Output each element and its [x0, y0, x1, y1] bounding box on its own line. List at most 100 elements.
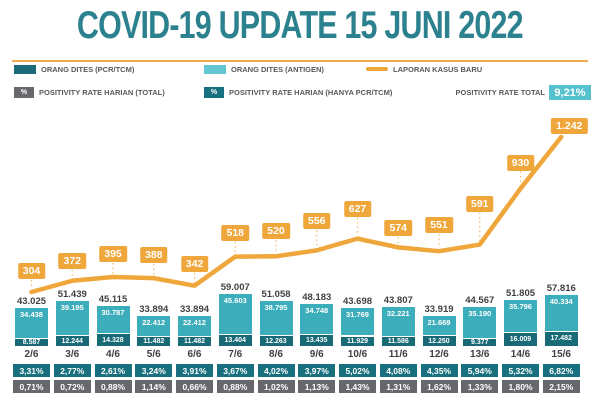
date-label: 3/6 [65, 349, 80, 360]
date-label: 12/6 [429, 349, 449, 360]
bar-total-label: 51.058 [261, 289, 291, 301]
positivity-pcr-badge: 2,61% [94, 364, 132, 377]
legend-label-pcr: ORANG DITES (PCR/TCM) [41, 64, 135, 74]
bar-segment-pcr: 11.929 [341, 335, 374, 346]
bar-segment-pcr: 13.404 [218, 334, 252, 346]
positivity-total-badge: 1,80% [502, 380, 539, 393]
bar-segment-antigen: 34.748 [300, 303, 334, 335]
positivity-total-badge: 1,14% [135, 380, 173, 393]
page-title-text: COVID-19 UPDATE 15 JUNI 2022 [77, 4, 524, 47]
positivity-total-badge: 0,71% [13, 380, 50, 393]
bar-segment-pcr: 11.586 [381, 335, 415, 346]
bar-total-label: 33.894 [179, 304, 210, 316]
title-divider [12, 60, 588, 62]
legend-item-pct-pcr: % POSITIVITY RATE HARIAN (HANYA PCR/TCM) [204, 86, 392, 98]
cases-trend-line [29, 134, 564, 295]
bar-segment-antigen: 40.334 [544, 295, 578, 331]
positivity-total-badge: 0,88% [94, 380, 132, 393]
positivity-pcr-badge: 5,02% [339, 364, 376, 377]
bar-segment-antigen: 32.221 [381, 307, 415, 336]
bar-total-label: 45.115 [98, 294, 128, 306]
case-count-label: 627 [343, 200, 372, 217]
positivity-pcr-badge: 3,67% [216, 364, 254, 377]
positivity-pcr-badge: 6,82% [542, 364, 580, 377]
date-label: 8/6 [269, 349, 283, 360]
case-count-label: 556 [302, 213, 331, 230]
positivity-pcr-badge: 3,97% [298, 364, 336, 377]
positivity-total-badge: 0,88% [216, 380, 254, 393]
bar-segment-pcr: 12.250 [422, 335, 456, 346]
date-label: 9/6 [309, 349, 324, 360]
bar-segment-pcr: 9.377 [463, 337, 497, 346]
date-label: 15/6 [551, 349, 571, 360]
bar-segment-pcr: 17.482 [544, 330, 578, 346]
bar-total-label: 57.816 [546, 283, 576, 295]
positivity-pcr-badge: 5,94% [461, 364, 499, 377]
bar-segment-pcr: 16.009 [504, 331, 537, 346]
bar-segment-antigen: 22.412 [178, 316, 211, 336]
percent-gray-icon: % [14, 86, 34, 98]
case-count-label: 342 [180, 255, 209, 272]
bar-segment-pcr: 11.482 [137, 335, 171, 346]
bar-segment-antigen: 35.190 [463, 306, 497, 338]
bar-segment-antigen: 21.669 [422, 316, 456, 336]
bar-segment-pcr: 11.482 [178, 335, 211, 346]
percent-teal-icon: % [204, 86, 224, 98]
positivity-total-badge: 1,62% [420, 380, 458, 393]
bar-total-label: 43.025 [16, 296, 47, 308]
positivity-total-badge: 1,02% [257, 380, 295, 393]
positivity-total-badge: 1,13% [298, 380, 336, 393]
case-count-label: 574 [384, 220, 413, 237]
bar-total-label: 59.007 [220, 282, 250, 294]
bar-segment-pcr: 13.435 [300, 334, 334, 346]
case-count-label: 520 [262, 223, 290, 240]
bar-segment-antigen: 34.438 [15, 308, 48, 339]
legend-label-pct-total: POSITIVITY RATE HARIAN (TOTAL) [39, 87, 165, 97]
bar-segment-antigen: 35.796 [504, 300, 537, 332]
date-label: 6/6 [187, 349, 202, 360]
positivity-rate-total-value: 9,21% [549, 85, 591, 100]
bar-total-label: 33.894 [139, 304, 169, 316]
positivity-total-badge: 1,33% [461, 380, 499, 393]
positivity-total-badge: 1,31% [379, 380, 417, 393]
pcr-swatch-icon [14, 64, 36, 74]
bar-segment-antigen: 31.769 [341, 307, 374, 336]
bar-total-label: 48.183 [302, 291, 332, 303]
legend-item-antigen: ORANG DITES (ANTIGEN) [204, 63, 324, 75]
bar-total-label: 51.439 [57, 288, 87, 300]
legend-item-pct-total: % POSITIVITY RATE HARIAN (TOTAL) [14, 86, 165, 98]
case-count-label: 551 [425, 217, 453, 234]
positivity-total-badge: 2,15% [542, 380, 580, 393]
positivity-pcr-badge: 2,77% [53, 364, 91, 377]
antigen-swatch-icon [204, 64, 226, 74]
legend-item-cases: LAPORAN KASUS BARU [366, 63, 482, 75]
positivity-pcr-badge: 4,08% [379, 364, 417, 377]
date-label: 10/6 [347, 349, 368, 360]
case-count-label: 388 [139, 247, 168, 264]
bar-total-label: 43.807 [383, 295, 413, 307]
positivity-pcr-badge: 4,02% [257, 364, 295, 377]
bar-segment-pcr: 12.263 [259, 335, 293, 346]
bar-total-label: 44.567 [465, 294, 495, 306]
bar-total-label: 51.805 [505, 288, 536, 300]
bar-segment-antigen: 38.795 [259, 301, 293, 336]
cases-line-icon [366, 67, 388, 71]
positivity-total-badge: 1,43% [339, 380, 376, 393]
bar-total-label: 43.698 [342, 295, 373, 307]
legend-label-cases: LAPORAN KASUS BARU [393, 64, 483, 74]
case-count-label: 395 [99, 245, 127, 262]
positivity-pcr-badge: 3,31% [13, 364, 50, 377]
case-count-label: 304 [17, 263, 46, 279]
case-count-label: 372 [58, 252, 87, 269]
bar-segment-antigen: 30.787 [96, 306, 130, 334]
bar-segment-antigen: 39.195 [55, 300, 89, 336]
date-label: 14/6 [510, 349, 531, 360]
date-label: 5/6 [146, 349, 161, 360]
positivity-total-badge: 0,66% [176, 380, 213, 393]
positivity-pcr-badge: 3,91% [176, 364, 213, 377]
positivity-pcr-badge: 3,24% [135, 364, 173, 377]
date-label: 4/6 [106, 349, 120, 360]
page-title: COVID-19 UPDATE 15 JUNI 2022 [0, 4, 600, 48]
date-label: 13/6 [470, 349, 490, 360]
